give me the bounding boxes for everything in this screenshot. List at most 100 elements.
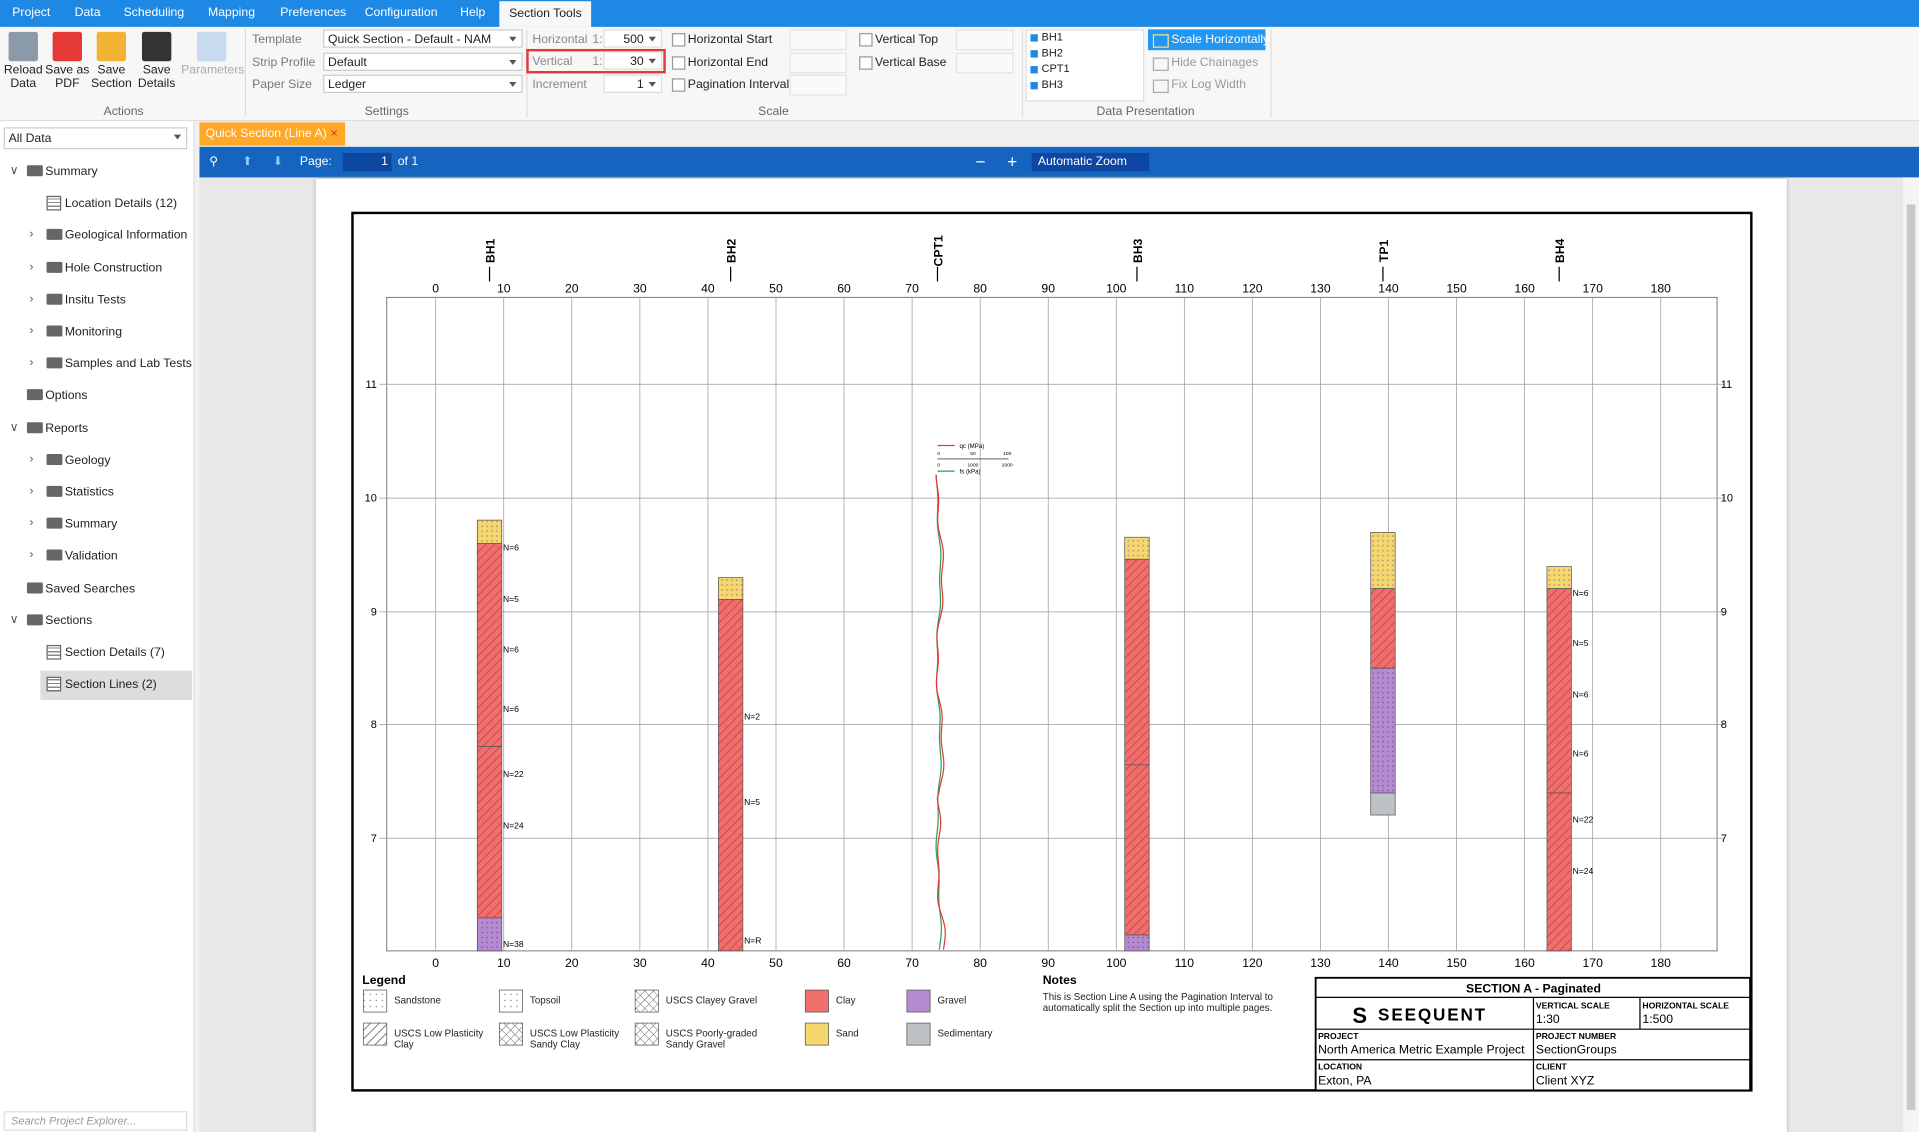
button-label[interactable]: Save Details bbox=[137, 63, 176, 91]
menu-tab[interactable]: Configuration bbox=[364, 6, 438, 20]
checkbox-label[interactable]: Horizontal Start bbox=[687, 33, 773, 47]
checkbox-label[interactable]: Horizontal End bbox=[687, 55, 769, 70]
chevron[interactable]: ∨ bbox=[9, 163, 19, 178]
tree-item[interactable]: Section Details (7) bbox=[64, 646, 165, 660]
tree-item[interactable]: Geology bbox=[64, 453, 111, 468]
menu-tab[interactable]: Mapping bbox=[208, 6, 256, 20]
menu-tab[interactable]: Data bbox=[74, 6, 101, 20]
scrollbar[interactable] bbox=[1903, 177, 1919, 1132]
cell-value: Client XYZ bbox=[1536, 1073, 1595, 1087]
hole-item[interactable]: BH2 bbox=[1041, 46, 1063, 59]
elevation-label: 7 bbox=[1721, 833, 1727, 845]
checkbox-label[interactable]: Pagination Interval bbox=[687, 78, 790, 92]
tree-item[interactable]: Geological Information bbox=[64, 229, 188, 243]
tree-item[interactable]: Sections bbox=[45, 614, 93, 628]
checkbox-label[interactable]: Vertical Base bbox=[875, 55, 947, 70]
tree-item[interactable]: Reports bbox=[45, 421, 89, 436]
zoom-select[interactable]: Automatic Zoom bbox=[1031, 152, 1150, 172]
menu-tab[interactable]: Section Tools bbox=[499, 1, 592, 27]
tree-item[interactable]: Summary bbox=[64, 517, 118, 532]
chevron[interactable]: › bbox=[29, 324, 34, 338]
chevron[interactable]: › bbox=[29, 356, 34, 370]
hole-item[interactable]: BH1 bbox=[1041, 30, 1063, 43]
tree-item[interactable]: Location Details (12) bbox=[64, 197, 178, 211]
scale-horizontally-button[interactable] bbox=[1147, 29, 1266, 51]
hole-list[interactable] bbox=[1025, 29, 1145, 102]
tree-item[interactable]: Section Lines (2) bbox=[64, 678, 157, 692]
hole-item[interactable]: CPT1 bbox=[1041, 62, 1070, 75]
chevron[interactable]: › bbox=[29, 228, 34, 242]
option-label[interactable]: Fix Log Width bbox=[1171, 78, 1247, 92]
search-box[interactable]: Search Project Explorer... bbox=[3, 1111, 188, 1131]
option-label[interactable]: Scale Horizontally bbox=[1171, 33, 1270, 47]
chevron[interactable]: › bbox=[29, 260, 34, 274]
dropdown[interactable]: Quick Section - Default - NAM bbox=[323, 29, 523, 48]
checkbox[interactable] bbox=[671, 33, 686, 47]
menu-tab[interactable]: Project bbox=[12, 6, 51, 20]
button-icon[interactable] bbox=[197, 31, 227, 62]
button-label[interactable]: Save as PDF bbox=[45, 63, 90, 91]
tree-item[interactable]: Summary bbox=[45, 165, 98, 179]
chainage-label: 60 bbox=[837, 281, 851, 295]
zoom-in[interactable]: + bbox=[1007, 151, 1018, 172]
hole-item[interactable]: BH3 bbox=[1041, 78, 1063, 91]
hole-check[interactable] bbox=[1030, 34, 1038, 42]
button-icon[interactable] bbox=[52, 31, 82, 62]
tree-item[interactable]: Insitu Tests bbox=[64, 293, 126, 307]
tree-item[interactable]: Samples and Lab Tests bbox=[64, 357, 192, 372]
chevron[interactable]: › bbox=[29, 484, 34, 499]
scroll-thumb[interactable] bbox=[1906, 204, 1916, 1110]
strata-layer bbox=[718, 577, 744, 601]
chainage-label: 120 bbox=[1242, 281, 1263, 295]
chevron[interactable]: ∨ bbox=[9, 612, 19, 627]
checkbox[interactable] bbox=[671, 55, 686, 70]
increment-input[interactable]: 1 bbox=[603, 74, 663, 94]
chevron[interactable]: › bbox=[29, 548, 34, 563]
checkbox[interactable] bbox=[671, 78, 686, 92]
button-icon[interactable] bbox=[96, 31, 127, 62]
chevron[interactable]: ∨ bbox=[9, 420, 19, 434]
page-input[interactable]: 1 bbox=[342, 152, 392, 172]
menu-tab[interactable]: Help bbox=[460, 6, 486, 20]
hole-check[interactable] bbox=[1030, 50, 1038, 58]
document-tab[interactable]: Quick Section (Line A) × bbox=[199, 122, 346, 146]
button-label[interactable]: Reload Data bbox=[3, 63, 43, 91]
menu-tab[interactable]: Preferences bbox=[280, 6, 347, 20]
tree-item[interactable]: Hole Construction bbox=[64, 261, 163, 275]
chainage-label: 100 bbox=[1106, 956, 1127, 970]
dropdown[interactable]: Ledger bbox=[323, 74, 523, 94]
chevron[interactable]: › bbox=[29, 292, 34, 306]
menu-tab[interactable]: Scheduling bbox=[123, 6, 185, 20]
folder-icon bbox=[46, 261, 63, 273]
button-label[interactable]: Parameters bbox=[181, 63, 245, 78]
elevation-label: 8 bbox=[371, 719, 377, 731]
chevron[interactable]: › bbox=[29, 516, 34, 531]
checkbox[interactable] bbox=[859, 33, 873, 47]
tree-item[interactable]: Options bbox=[45, 389, 88, 404]
checkbox-label[interactable]: Vertical Top bbox=[875, 33, 939, 47]
dropdown[interactable]: Default bbox=[323, 52, 523, 71]
vertical-scale-input[interactable]: 30 bbox=[603, 51, 663, 70]
horizontal-scale-input[interactable]: 500 bbox=[603, 29, 663, 48]
tree-item[interactable]: Validation bbox=[64, 549, 118, 564]
filter-dropdown[interactable]: All Data bbox=[3, 127, 188, 150]
tree-item[interactable]: Monitoring bbox=[64, 325, 123, 339]
prev-page[interactable]: ⬆ bbox=[242, 155, 253, 169]
tree-item[interactable]: Statistics bbox=[64, 485, 114, 500]
button-icon[interactable] bbox=[141, 31, 172, 62]
close-icon[interactable]: × bbox=[330, 127, 338, 141]
hole-check[interactable] bbox=[1030, 81, 1038, 90]
button-icon[interactable] bbox=[8, 31, 38, 62]
menu-bar: Project Data Scheduling Mapping Preferences C… bbox=[0, 0, 1919, 27]
option-label[interactable]: Hide Chainages bbox=[1171, 55, 1259, 70]
button-label[interactable]: Save Section bbox=[90, 63, 132, 91]
elevation-label: 9 bbox=[371, 607, 377, 619]
chevron[interactable]: › bbox=[29, 452, 34, 467]
zoom-out[interactable]: − bbox=[975, 151, 986, 172]
notes-text: This is Section Line A using the Paginat… bbox=[1042, 991, 1273, 1014]
checkbox[interactable] bbox=[859, 55, 873, 70]
search-icon[interactable]: ⚲ bbox=[209, 155, 219, 169]
next-page[interactable]: ⬇ bbox=[272, 155, 284, 169]
tree-item[interactable]: Saved Searches bbox=[45, 582, 136, 596]
hole-check[interactable] bbox=[1030, 66, 1038, 74]
